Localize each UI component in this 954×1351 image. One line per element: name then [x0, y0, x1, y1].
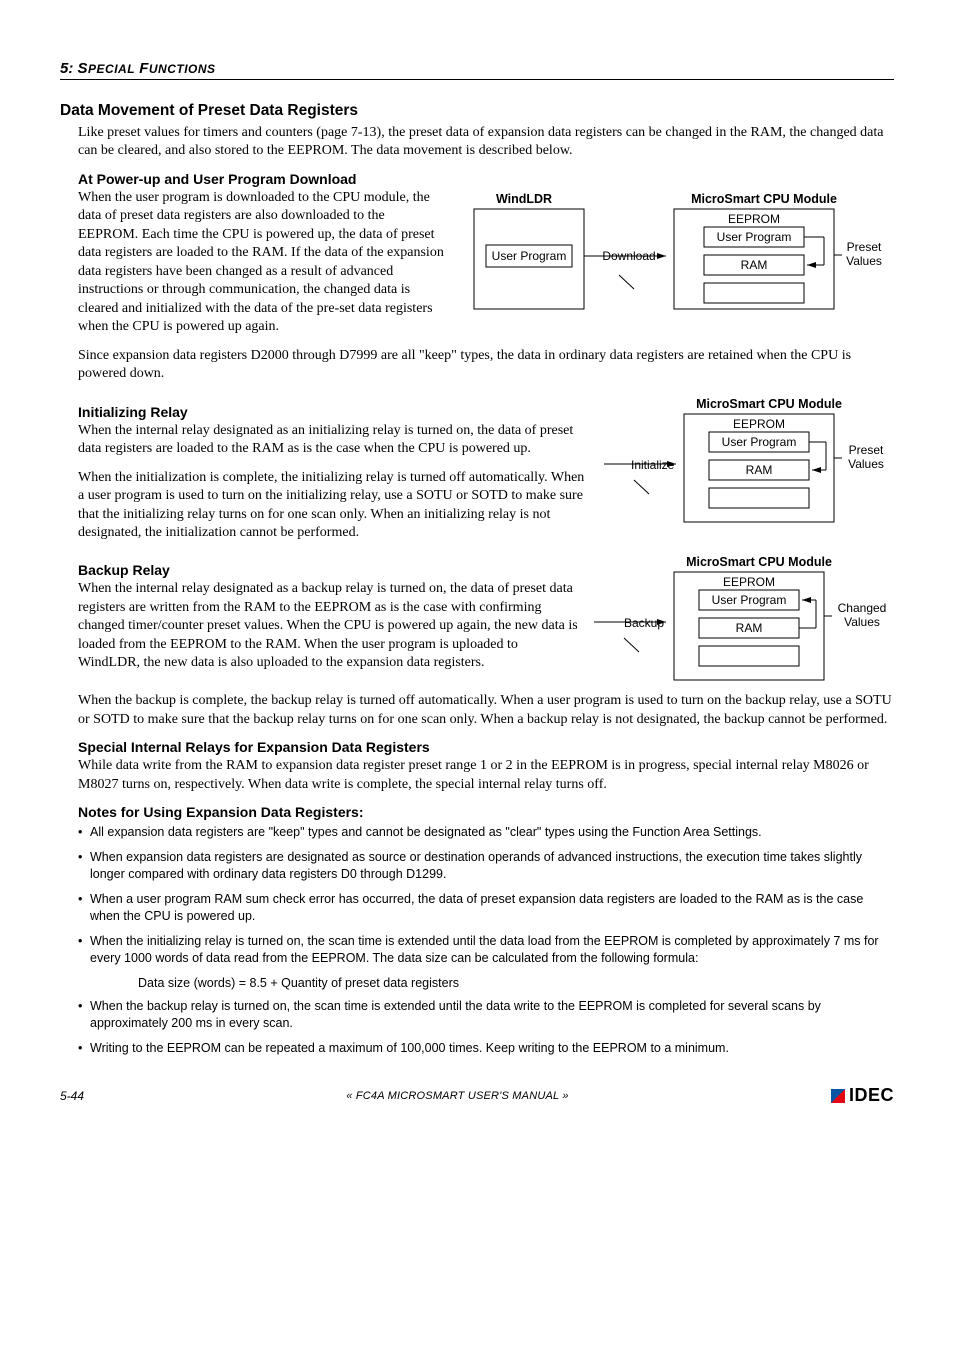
d1-user-program: User Program: [492, 249, 567, 263]
d3-changed: Changed: [838, 601, 887, 615]
notes-list: All expansion data registers are "keep" …: [78, 824, 894, 966]
powerup-p1: When the user program is downloaded to t…: [78, 189, 448, 337]
powerup-p2: Since expansion data registers D2000 thr…: [78, 347, 894, 384]
d1-values: Values: [846, 254, 882, 268]
init-p1: When the internal relay designated as an…: [78, 422, 588, 459]
d1-up: User Program: [717, 230, 792, 244]
d3-ram: RAM: [736, 621, 763, 635]
logo-square-icon: [831, 1089, 845, 1103]
chapter-word-1: SPECIAL: [78, 60, 136, 77]
d3-eeprom: EEPROM: [723, 575, 775, 589]
init-heading: Initializing Relay: [78, 404, 588, 420]
chapter-header: 5: SPECIAL FUNCTIONS: [60, 60, 894, 80]
chapter-num: 5:: [60, 60, 73, 77]
diagram-backup: MicroSmart CPU Module Backup EEPROM User…: [594, 552, 894, 692]
manual-title: « FC4A MICROSMART USER'S MANUAL »: [346, 1090, 568, 1102]
section-title: Data Movement of Preset Data Registers: [60, 102, 894, 120]
list-item: When a user program RAM sum check error …: [78, 891, 894, 925]
idec-logo: IDEC: [831, 1085, 894, 1106]
backup-p1: When the internal relay designated as a …: [78, 580, 578, 672]
list-item: All expansion data registers are "keep" …: [78, 824, 894, 841]
d2-init: Initialize: [631, 458, 675, 472]
page-footer: 5-44 « FC4A MICROSMART USER'S MANUAL » I…: [60, 1085, 894, 1106]
diagram-initialize: MicroSmart CPU Module Initialize EEPROM …: [604, 394, 894, 534]
powerup-heading: At Power-up and User Program Download: [78, 171, 894, 187]
logo-text: IDEC: [849, 1085, 894, 1106]
d3-up: User Program: [712, 593, 787, 607]
d2-values: Values: [848, 457, 884, 471]
d2-cpu: MicroSmart CPU Module: [696, 397, 842, 411]
notes-heading: Notes for Using Expansion Data Registers…: [78, 804, 894, 820]
d2-ram: RAM: [746, 463, 773, 477]
d2-eeprom: EEPROM: [733, 417, 785, 431]
d2-up: User Program: [722, 435, 797, 449]
d1-preset: Preset: [847, 240, 882, 254]
backup-p2: When the backup is complete, the backup …: [78, 692, 894, 729]
formula-text: Data size (words) = 8.5 + Quantity of pr…: [138, 976, 894, 990]
d3-values: Values: [844, 615, 880, 629]
d1-eeprom: EEPROM: [728, 212, 780, 226]
list-item: When expansion data registers are design…: [78, 849, 894, 883]
special-p: While data write from the RAM to expansi…: [78, 757, 894, 794]
notes-list-after: When the backup relay is turned on, the …: [78, 998, 894, 1057]
d3-backup: Backup: [624, 616, 664, 630]
list-item: Writing to the EEPROM can be repeated a …: [78, 1040, 894, 1057]
init-p2: When the initialization is complete, the…: [78, 469, 588, 543]
diagram-download: WindLDR User Program Download MicroSmart…: [464, 189, 894, 329]
backup-heading: Backup Relay: [78, 562, 578, 578]
d1-ram: RAM: [741, 258, 768, 272]
d2-preset: Preset: [849, 443, 884, 457]
special-heading: Special Internal Relays for Expansion Da…: [78, 739, 894, 755]
list-item: When the initializing relay is turned on…: [78, 933, 894, 967]
page-number: 5-44: [60, 1089, 84, 1103]
intro-text: Like preset values for timers and counte…: [78, 124, 894, 161]
chapter-word-2: FUNCTIONS: [139, 60, 215, 77]
d1-windldr-label: WindLDR: [496, 192, 552, 206]
d3-cpu: MicroSmart CPU Module: [686, 555, 832, 569]
d1-cpu-label: MicroSmart CPU Module: [691, 192, 837, 206]
list-item: When the backup relay is turned on, the …: [78, 998, 894, 1032]
